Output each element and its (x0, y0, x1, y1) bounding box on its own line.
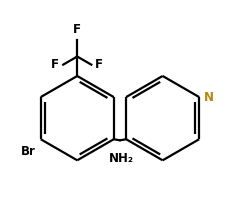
Text: N: N (203, 91, 213, 104)
Text: F: F (51, 58, 59, 71)
Text: Br: Br (21, 145, 36, 158)
Text: F: F (95, 58, 103, 71)
Text: NH₂: NH₂ (108, 152, 133, 165)
Text: F: F (73, 23, 81, 36)
